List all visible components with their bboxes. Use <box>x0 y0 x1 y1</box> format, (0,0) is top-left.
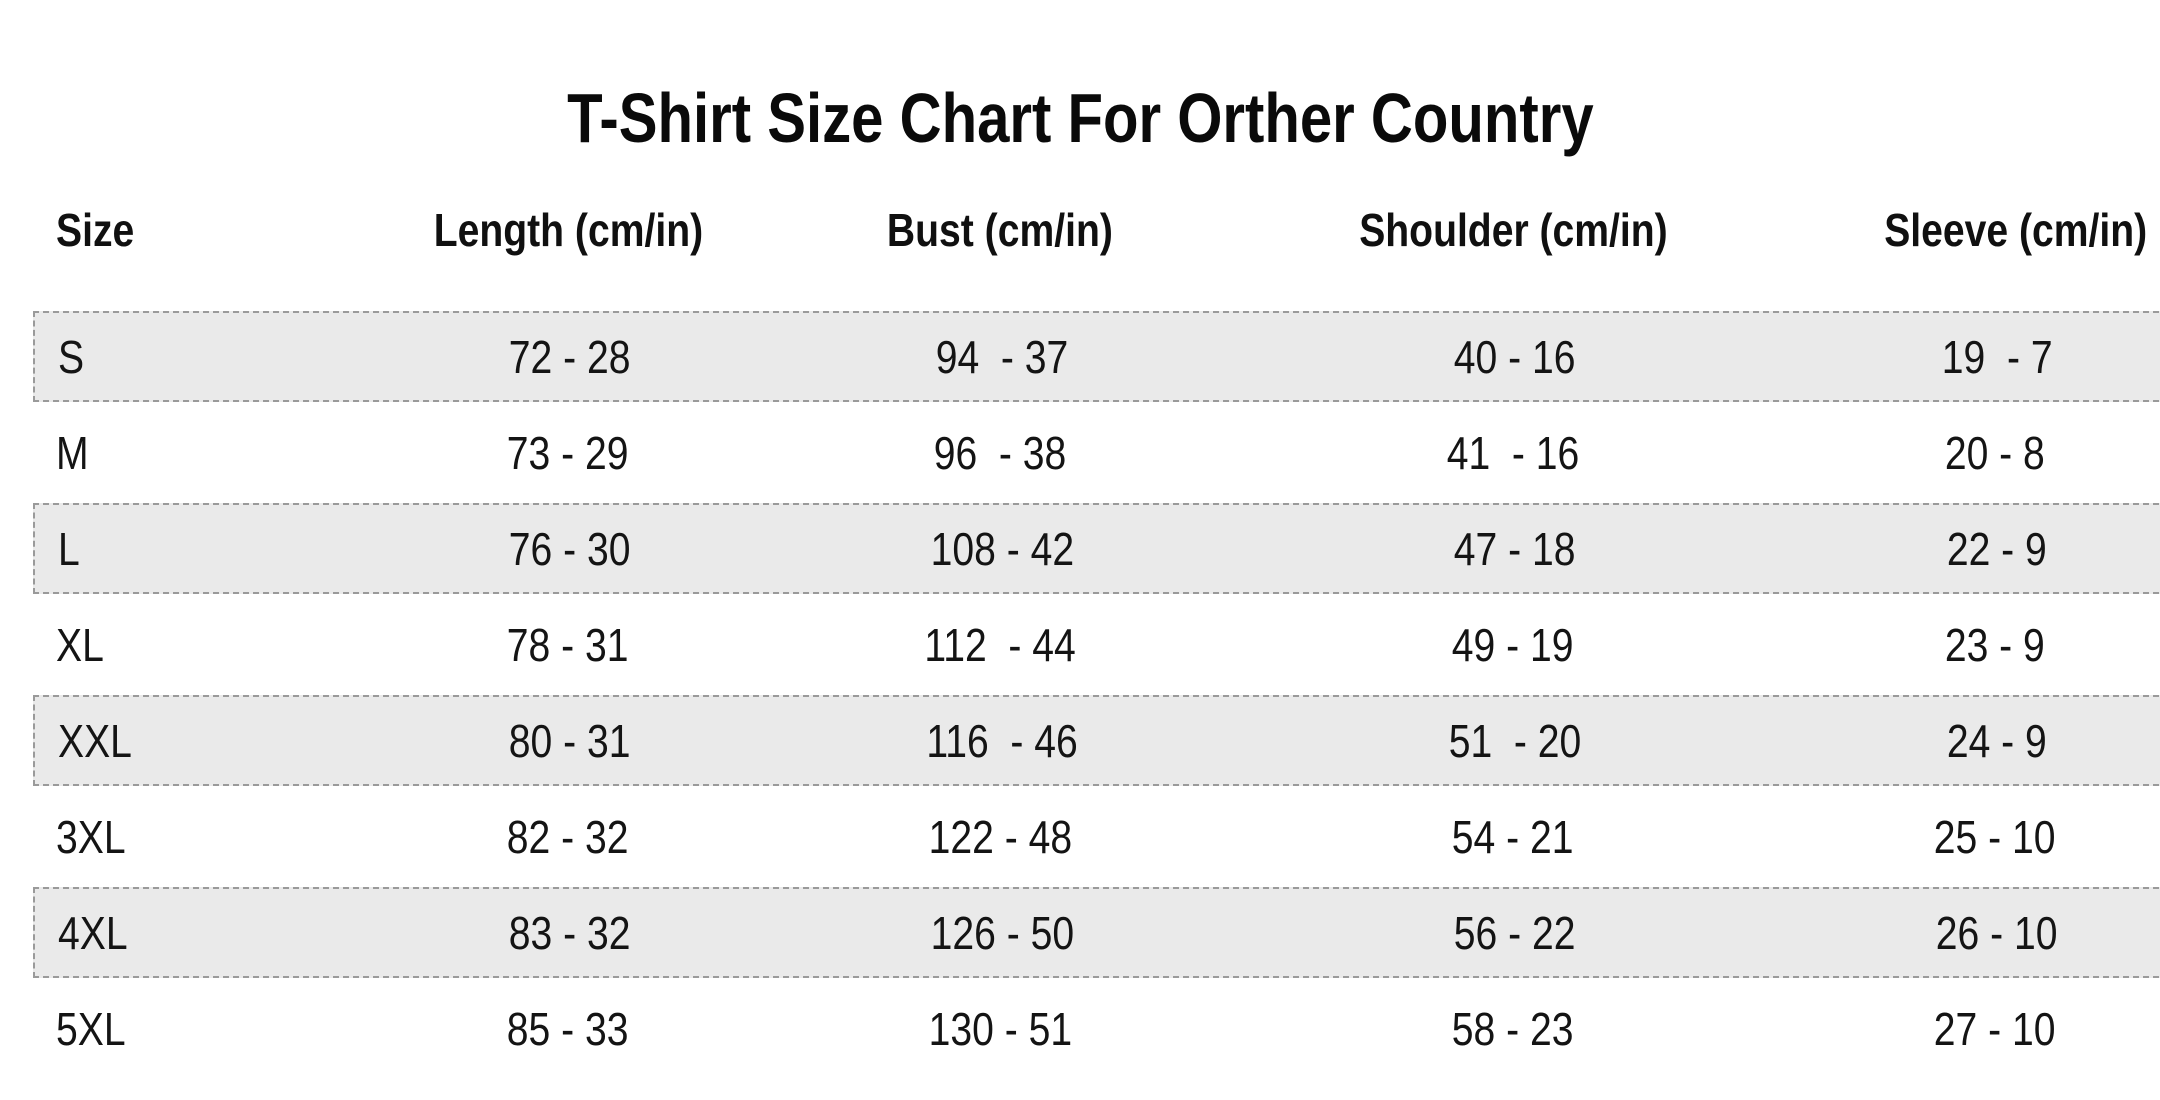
bust-value-cell: 94 - 37 <box>837 330 1167 384</box>
length-value: 78 - 31 <box>507 618 629 671</box>
length-value: 76 - 30 <box>509 522 631 575</box>
size-label-cell: 4XL <box>35 906 303 960</box>
length-value: 80 - 31 <box>509 714 631 767</box>
shoulder-value-cell: 51 - 20 <box>1167 714 1863 768</box>
size-label: S <box>58 330 85 383</box>
table-row: S 72 - 28 94 - 37 40 - 16 19 - 7 <box>33 311 2160 402</box>
table-header-row: Size Length (cm/in) Bust (cm/in) Shoulde… <box>33 190 2160 270</box>
sleeve-value: 24 - 9 <box>1946 714 2047 767</box>
shoulder-value: 49 - 19 <box>1452 618 1574 671</box>
length-value-cell: 83 - 32 <box>303 906 837 960</box>
shoulder-value: 54 - 21 <box>1452 810 1574 863</box>
sleeve-value: 25 - 10 <box>1934 810 2056 863</box>
length-value: 85 - 33 <box>507 1002 629 1055</box>
size-label: XXL <box>58 714 132 767</box>
bust-value: 112 - 44 <box>924 618 1076 671</box>
table-row: M 73 - 29 96 - 38 41 - 16 20 - 8 <box>33 407 2160 498</box>
sleeve-value-cell: 27 - 10 <box>1861 1002 2129 1056</box>
table-row: XL 78 - 31 112 - 44 49 - 19 23 - 9 <box>33 599 2160 690</box>
shoulder-value-cell: 49 - 19 <box>1165 618 1861 672</box>
shoulder-value: 41 - 16 <box>1446 426 1580 479</box>
size-label-cell: S <box>35 330 303 384</box>
size-label-cell: XL <box>33 618 301 672</box>
sleeve-value-cell: 20 - 8 <box>1861 426 2129 480</box>
shoulder-value-cell: 41 - 16 <box>1165 426 1861 480</box>
shoulder-value-cell: 58 - 23 <box>1165 1002 1861 1056</box>
sleeve-value-cell: 19 - 7 <box>1863 330 2131 384</box>
shoulder-value: 56 - 22 <box>1454 906 1576 959</box>
table-row: 4XL 83 - 32 126 - 50 56 - 22 26 - 10 <box>33 887 2160 978</box>
sleeve-value-cell: 24 - 9 <box>1863 714 2131 768</box>
shoulder-value: 58 - 23 <box>1452 1002 1574 1055</box>
length-value: 82 - 32 <box>507 810 629 863</box>
page-title: T-Shirt Size Chart For Orther Country <box>566 79 1594 157</box>
table-row: L 76 - 30 108 - 42 47 - 18 22 - 9 <box>33 503 2160 594</box>
size-label: 3XL <box>56 810 126 863</box>
bust-value: 116 - 46 <box>926 714 1078 767</box>
bust-value-cell: 112 - 44 <box>835 618 1165 672</box>
sleeve-value: 20 - 8 <box>1944 426 2045 479</box>
size-label-cell: L <box>35 522 303 576</box>
length-value: 72 - 28 <box>509 330 631 383</box>
bust-value: 108 - 42 <box>930 522 1074 575</box>
shoulder-value-cell: 56 - 22 <box>1167 906 1863 960</box>
length-value-cell: 85 - 33 <box>301 1002 835 1056</box>
length-value-cell: 76 - 30 <box>303 522 837 576</box>
size-label: XL <box>56 618 104 671</box>
bust-value-cell: 96 - 38 <box>835 426 1165 480</box>
length-value-cell: 73 - 29 <box>301 426 835 480</box>
bust-value-cell: 126 - 50 <box>837 906 1167 960</box>
sleeve-value: 22 - 9 <box>1946 522 2047 575</box>
shoulder-value-cell: 54 - 21 <box>1165 810 1861 864</box>
length-value-cell: 82 - 32 <box>301 810 835 864</box>
sleeve-value-cell: 22 - 9 <box>1863 522 2131 576</box>
table-row: XXL 80 - 31 116 - 46 51 - 20 24 - 9 <box>33 695 2160 786</box>
sleeve-value-cell: 23 - 9 <box>1861 618 2129 672</box>
bust-value: 126 - 50 <box>930 906 1074 959</box>
column-header-bust: Bust (cm/in) <box>887 204 1113 256</box>
size-label-cell: M <box>33 426 301 480</box>
sleeve-value: 19 - 7 <box>1941 330 2053 383</box>
length-value: 73 - 29 <box>507 426 629 479</box>
column-header-size: Size <box>56 204 135 256</box>
column-header-shoulder: Shoulder (cm/in) <box>1358 204 1668 256</box>
size-label-cell: 5XL <box>33 1002 301 1056</box>
size-label: M <box>56 426 89 479</box>
column-header-sleeve: Sleeve (cm/in) <box>1884 204 2148 256</box>
shoulder-value-cell: 47 - 18 <box>1167 522 1863 576</box>
shoulder-value-cell: 40 - 16 <box>1167 330 1863 384</box>
bust-value-cell: 122 - 48 <box>835 810 1165 864</box>
title-bar: T-Shirt Size Chart For Orther Country <box>0 78 2160 158</box>
bust-value: 122 - 48 <box>928 810 1072 863</box>
shoulder-value: 47 - 18 <box>1454 522 1576 575</box>
column-header-length: Length (cm/in) <box>433 204 703 256</box>
table-row: 5XL 85 - 33 130 - 51 58 - 23 27 - 10 <box>33 983 2160 1074</box>
sleeve-value: 26 - 10 <box>1936 906 2058 959</box>
bust-value-cell: 130 - 51 <box>835 1002 1165 1056</box>
size-label-cell: XXL <box>35 714 303 768</box>
size-label: L <box>58 522 80 575</box>
length-value-cell: 78 - 31 <box>301 618 835 672</box>
sleeve-value-cell: 26 - 10 <box>1863 906 2131 960</box>
sleeve-value: 23 - 9 <box>1944 618 2045 671</box>
size-label: 5XL <box>56 1002 126 1055</box>
bust-value: 94 - 37 <box>935 330 1069 383</box>
shoulder-value: 51 - 20 <box>1448 714 1582 767</box>
length-value: 83 - 32 <box>509 906 631 959</box>
sleeve-value: 27 - 10 <box>1934 1002 2056 1055</box>
shoulder-value: 40 - 16 <box>1454 330 1576 383</box>
table-body: S 72 - 28 94 - 37 40 - 16 19 - 7 M 73 - 29 96 -… <box>33 311 2160 1079</box>
size-label-cell: 3XL <box>33 810 301 864</box>
length-value-cell: 80 - 31 <box>303 714 837 768</box>
bust-value: 130 - 51 <box>928 1002 1072 1055</box>
table-row: 3XL 82 - 32 122 - 48 54 - 21 25 - 10 <box>33 791 2160 882</box>
size-label: 4XL <box>58 906 128 959</box>
sleeve-value-cell: 25 - 10 <box>1861 810 2129 864</box>
bust-value-cell: 116 - 46 <box>837 714 1167 768</box>
length-value-cell: 72 - 28 <box>303 330 837 384</box>
bust-value-cell: 108 - 42 <box>837 522 1167 576</box>
bust-value: 96 - 38 <box>933 426 1067 479</box>
